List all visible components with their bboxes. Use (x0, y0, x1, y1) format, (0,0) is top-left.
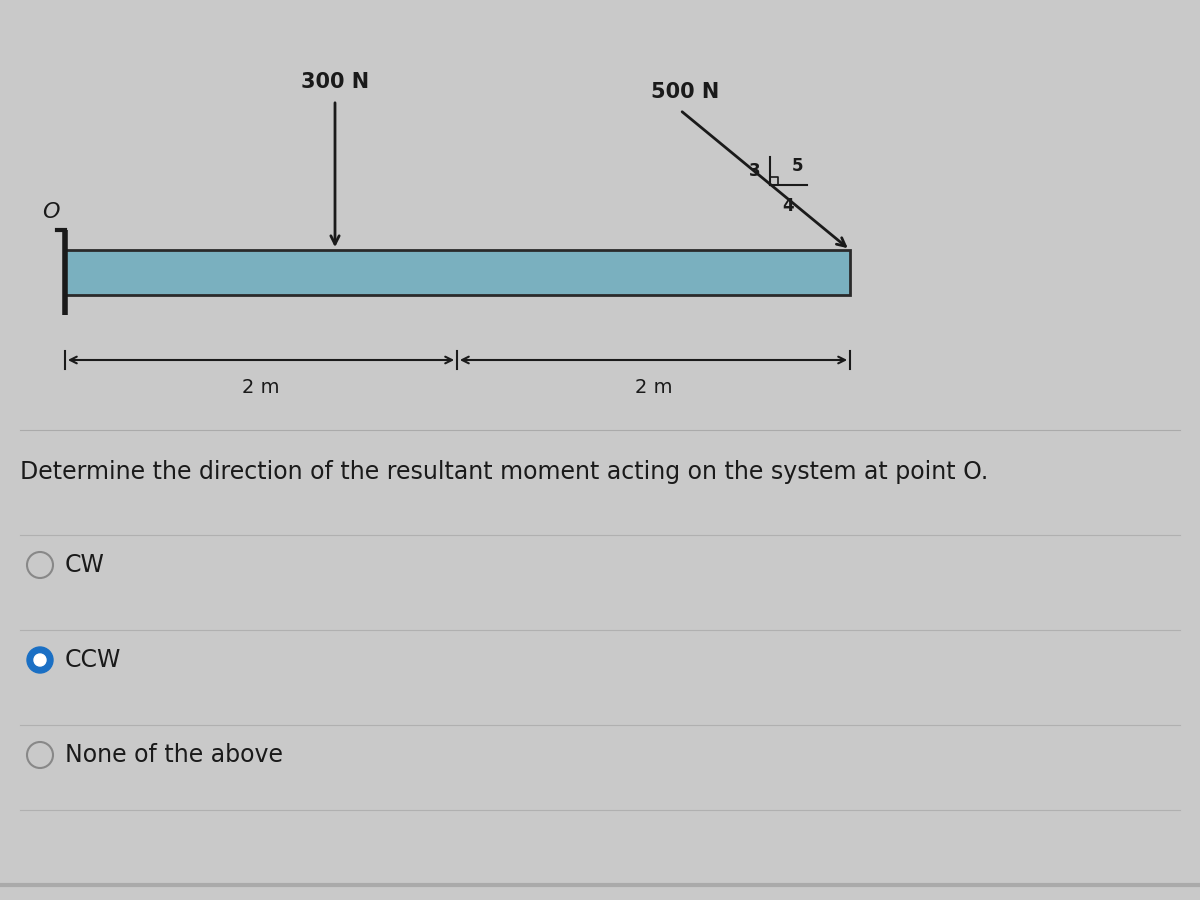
Text: 3: 3 (749, 162, 760, 180)
Text: 300 N: 300 N (301, 72, 370, 92)
Text: 4: 4 (782, 197, 794, 215)
Circle shape (28, 647, 53, 673)
Text: Determine the direction of the resultant moment acting on the system at point O.: Determine the direction of the resultant… (20, 460, 989, 484)
Text: 2 m: 2 m (242, 378, 280, 397)
Text: 500 N: 500 N (650, 82, 719, 102)
Text: None of the above: None of the above (65, 743, 283, 767)
Text: CW: CW (65, 553, 104, 577)
Circle shape (34, 654, 46, 666)
Bar (65, 250, 850, 295)
Text: 2 m: 2 m (635, 378, 672, 397)
Text: 5: 5 (792, 157, 804, 175)
Text: O: O (42, 202, 60, 222)
Text: CCW: CCW (65, 648, 121, 672)
